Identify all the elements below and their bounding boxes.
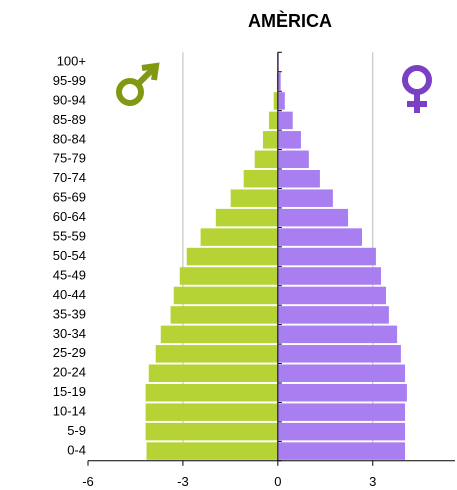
bar — [277, 208, 349, 227]
bar — [268, 111, 278, 130]
male-symbol — [116, 62, 160, 106]
y-tick-label: 75-79 — [53, 151, 86, 166]
bar — [277, 267, 381, 285]
bar — [277, 72, 281, 91]
y-tick-label: 20-24 — [53, 365, 86, 380]
y-tick-label: 50-54 — [53, 248, 86, 263]
bar — [146, 442, 278, 460]
bar — [277, 325, 398, 344]
bar — [277, 228, 362, 246]
bar — [277, 306, 389, 324]
bar — [145, 383, 278, 402]
y-tick-label: 100+ — [57, 53, 86, 68]
bar — [155, 345, 278, 363]
chart-title: AMÈRICA — [248, 10, 332, 31]
y-tick-label: 85-89 — [53, 112, 86, 127]
bar — [277, 383, 407, 402]
bar — [200, 228, 278, 246]
x-tick-label: 3 — [369, 474, 376, 489]
y-tick-label: 55-59 — [53, 229, 86, 244]
bar — [173, 286, 278, 305]
female-symbol — [402, 65, 432, 113]
bar — [277, 169, 320, 188]
bar — [230, 189, 278, 207]
bar — [277, 189, 333, 207]
bar — [262, 131, 278, 149]
y-tick-label: 25-29 — [53, 345, 86, 360]
x-tick-label: -6 — [82, 474, 94, 489]
y-tick-label: 15-19 — [53, 384, 86, 399]
bar — [148, 364, 278, 383]
bar — [243, 169, 278, 188]
bar — [277, 442, 406, 460]
bar — [277, 364, 406, 383]
y-tick-label: 5-9 — [67, 423, 86, 438]
bar — [277, 150, 309, 169]
bar — [145, 422, 278, 441]
y-tick-label: 40-44 — [53, 287, 86, 302]
x-tick-label: 0 — [274, 474, 281, 489]
y-tick-label: 30-34 — [53, 326, 86, 341]
bar — [277, 131, 301, 149]
y-tick-label: 95-99 — [53, 73, 86, 88]
bar — [277, 286, 387, 305]
y-tick-label: 65-69 — [53, 190, 86, 205]
y-tick-label: 90-94 — [53, 92, 86, 107]
y-tick-label: 80-84 — [53, 131, 86, 146]
bar — [277, 345, 401, 363]
bar — [277, 403, 406, 421]
y-tick-label: 10-14 — [53, 404, 86, 419]
bar — [273, 92, 278, 110]
bar — [179, 267, 278, 285]
bar — [170, 306, 278, 324]
bar — [145, 403, 278, 421]
bar — [277, 422, 406, 441]
bar — [277, 247, 376, 266]
bar — [254, 150, 278, 169]
y-tick-label: 0-4 — [67, 443, 86, 458]
bar — [277, 111, 293, 130]
bar — [215, 208, 278, 227]
bar — [160, 325, 278, 344]
bar — [186, 247, 278, 266]
x-tick-label: -3 — [177, 474, 189, 489]
bar — [277, 92, 285, 110]
y-tick-label: 45-49 — [53, 267, 86, 282]
y-tick-label: 60-64 — [53, 209, 86, 224]
y-tick-label: 70-74 — [53, 170, 86, 185]
y-tick-label: 35-39 — [53, 306, 86, 321]
